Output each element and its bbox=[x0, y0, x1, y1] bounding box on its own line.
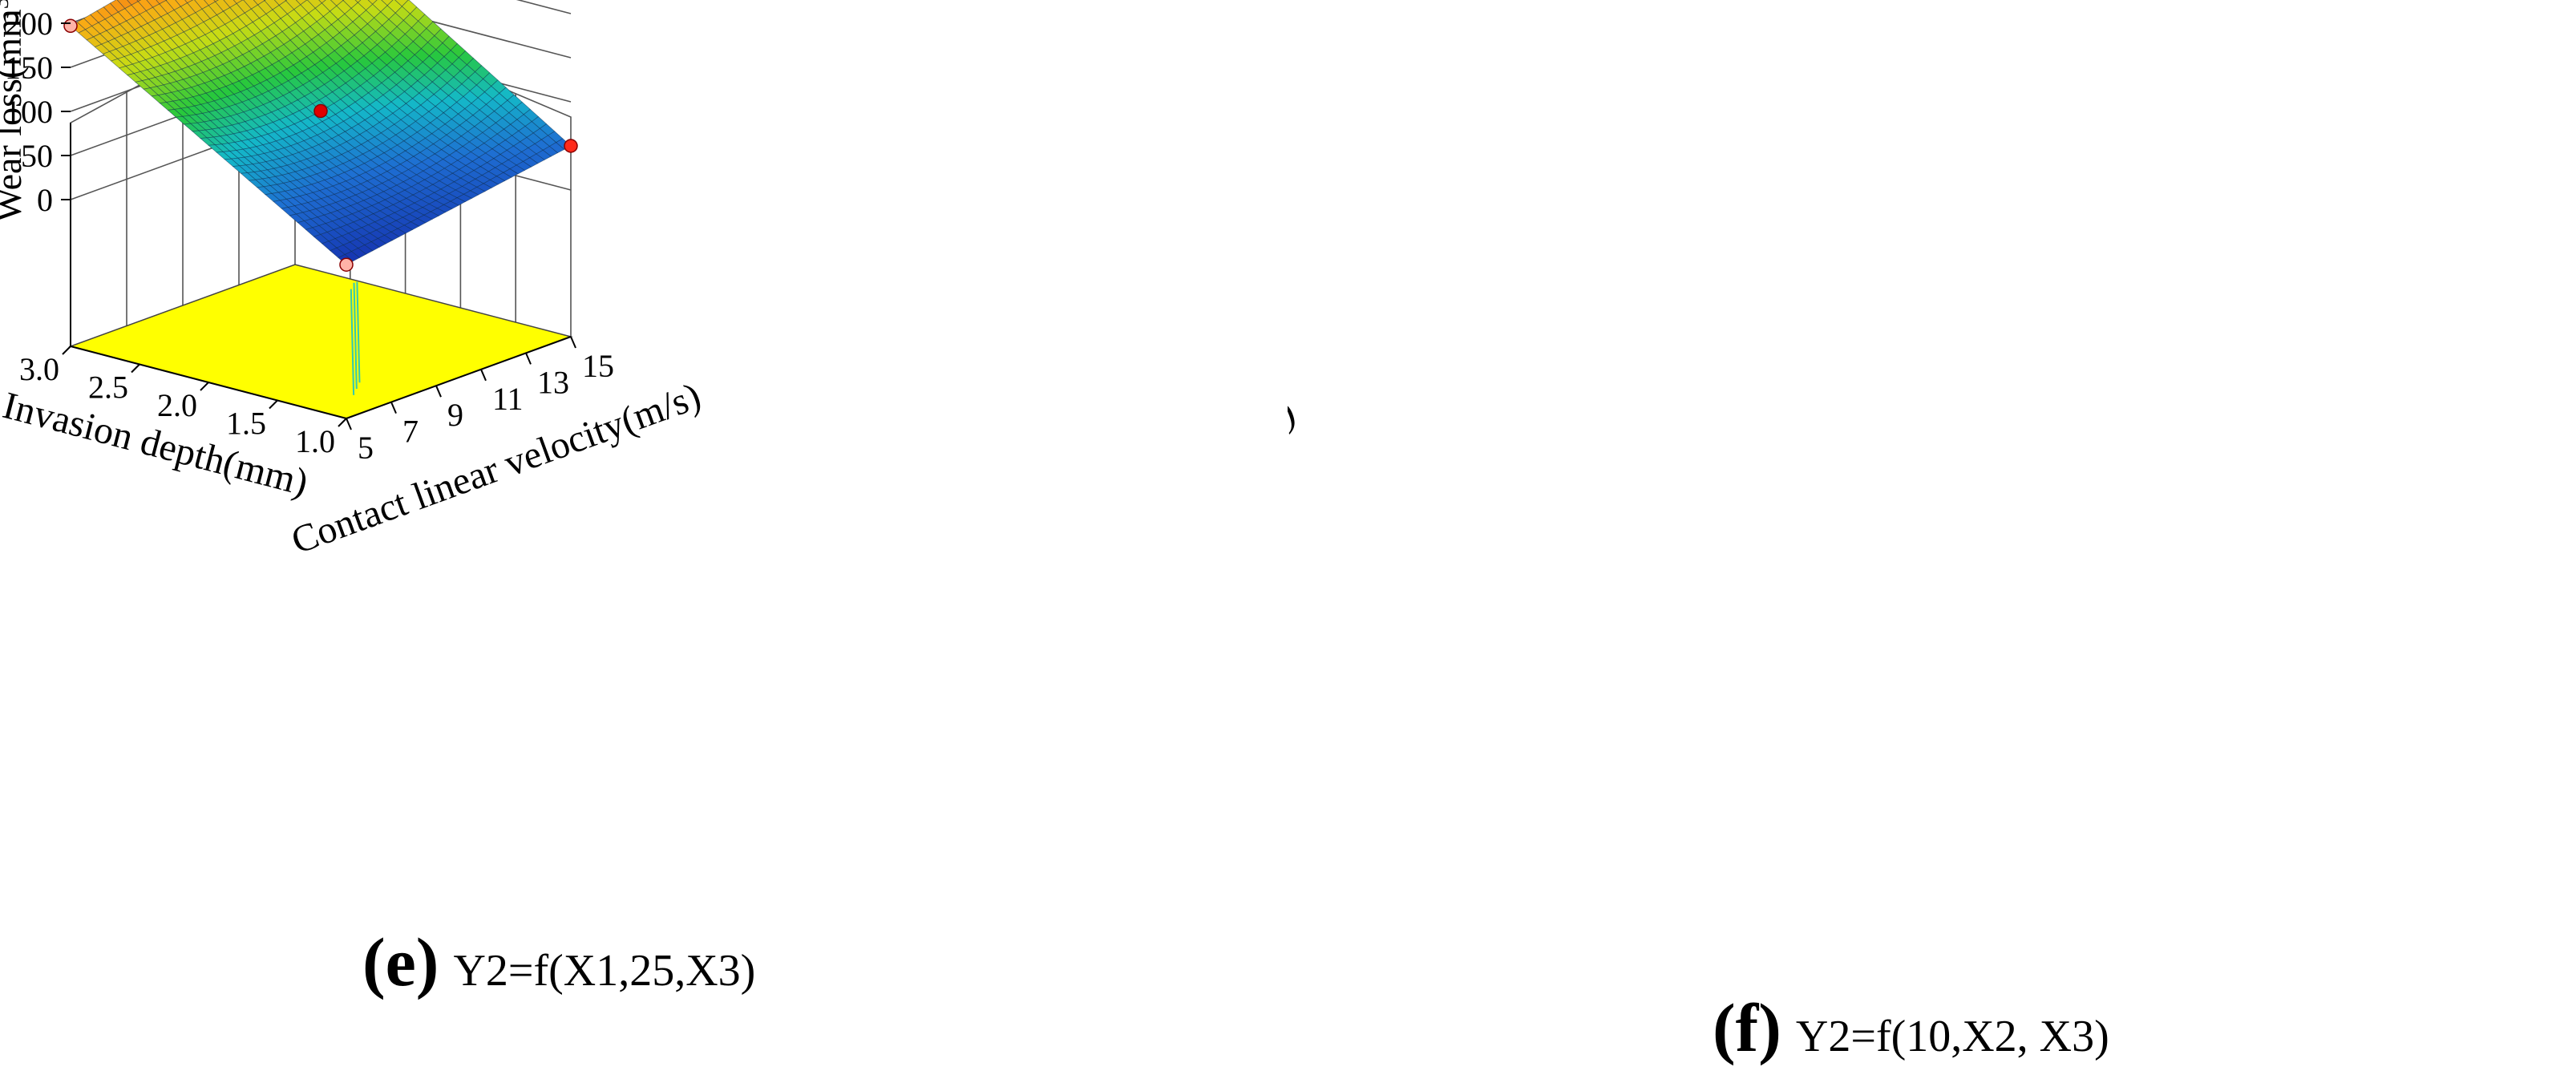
design-point bbox=[564, 139, 578, 153]
y-axis-line bbox=[70, 346, 347, 419]
y-tick-label: 2.5 bbox=[88, 370, 128, 406]
y-axis-label: Invasion depth(mm) bbox=[0, 384, 313, 504]
caption-formula: Y2=f(X1,25,X3) bbox=[453, 946, 756, 996]
z-tick-label: 150 bbox=[5, 50, 53, 86]
x-tick-mark bbox=[435, 385, 442, 398]
x-tick-mark bbox=[390, 402, 397, 414]
chart-panel-e: 050100150200250Wear loss(mm3)579111315Co… bbox=[0, 0, 755, 1002]
design-point bbox=[339, 257, 354, 272]
z-ticks: 050100150200250 bbox=[5, 6, 71, 218]
surface-plot-e: 050100150200250Wear loss(mm3)579111315Co… bbox=[0, 0, 706, 562]
surface-plot-f: 050100150200250Wear loss(mm3)1520253035M… bbox=[1288, 391, 1300, 539]
y-tick-mark bbox=[131, 363, 140, 374]
x-tick-label: 15 bbox=[582, 348, 614, 384]
x-tick-label: 13 bbox=[537, 364, 569, 400]
response-surface bbox=[70, 0, 572, 265]
z-tick-label: 200 bbox=[5, 6, 53, 42]
y-tick-label: 3.0 bbox=[19, 351, 59, 387]
surface-facet bbox=[354, 0, 362, 3]
caption-f: (f) Y2=f(10,X2, X3) bbox=[1713, 988, 2109, 1068]
y-ticks: 1.0 1.5 2.0 2.5 3.0 bbox=[19, 346, 347, 459]
caption-letter: (e) bbox=[362, 923, 439, 1000]
y-tick-label: 1.0 bbox=[295, 423, 335, 459]
x-tick-mark bbox=[480, 369, 487, 382]
y-tick-label: 2.0 bbox=[157, 387, 197, 423]
contour-line bbox=[356, 281, 361, 383]
contour-line bbox=[353, 282, 358, 390]
caption-letter: (f) bbox=[1713, 989, 1781, 1066]
x-tick-mark bbox=[525, 353, 532, 365]
chart-panel-f: 050100150200250Wear loss(mm3)1520253035M… bbox=[1288, 0, 2575, 1083]
y-tick-mark bbox=[269, 399, 278, 410]
caption-e: (e) Y2=f(X1,25,X3) bbox=[362, 922, 755, 1002]
y-tick-label: 1.5 bbox=[226, 406, 266, 442]
x-tick-label: 7 bbox=[402, 414, 419, 450]
y-tick-mark bbox=[62, 346, 71, 355]
caption-formula: Y2=f(10,X2, X3) bbox=[1795, 1012, 2109, 1061]
x-tick-label: 5 bbox=[358, 430, 374, 466]
surface-facet bbox=[318, 0, 326, 4]
contour-line bbox=[350, 289, 355, 395]
x-axis-line bbox=[346, 336, 572, 419]
y-tick-mark bbox=[338, 418, 347, 427]
x-tick-mark bbox=[570, 336, 576, 349]
z-tick-label: 50 bbox=[21, 138, 53, 174]
y-tick-mark bbox=[200, 382, 209, 391]
x-axis-label: Moisture content(%) bbox=[1288, 391, 1300, 539]
design-point bbox=[313, 103, 328, 119]
x-tick-mark bbox=[346, 418, 352, 430]
x-ticks: 5 7 9 11 13 15 bbox=[346, 336, 614, 466]
z-axis-label: Wear loss(mm3) bbox=[0, 0, 29, 222]
z-tick-label: 100 bbox=[5, 94, 53, 130]
z-tick-label: 0 bbox=[37, 182, 53, 218]
x-tick-label: 9 bbox=[447, 397, 463, 433]
z-axis-label-sup: 3 bbox=[0, 0, 14, 9]
z-axis-label-text: Wear loss(mm bbox=[0, 9, 29, 222]
design-point bbox=[63, 18, 78, 34]
x-tick-label: 11 bbox=[492, 381, 524, 417]
